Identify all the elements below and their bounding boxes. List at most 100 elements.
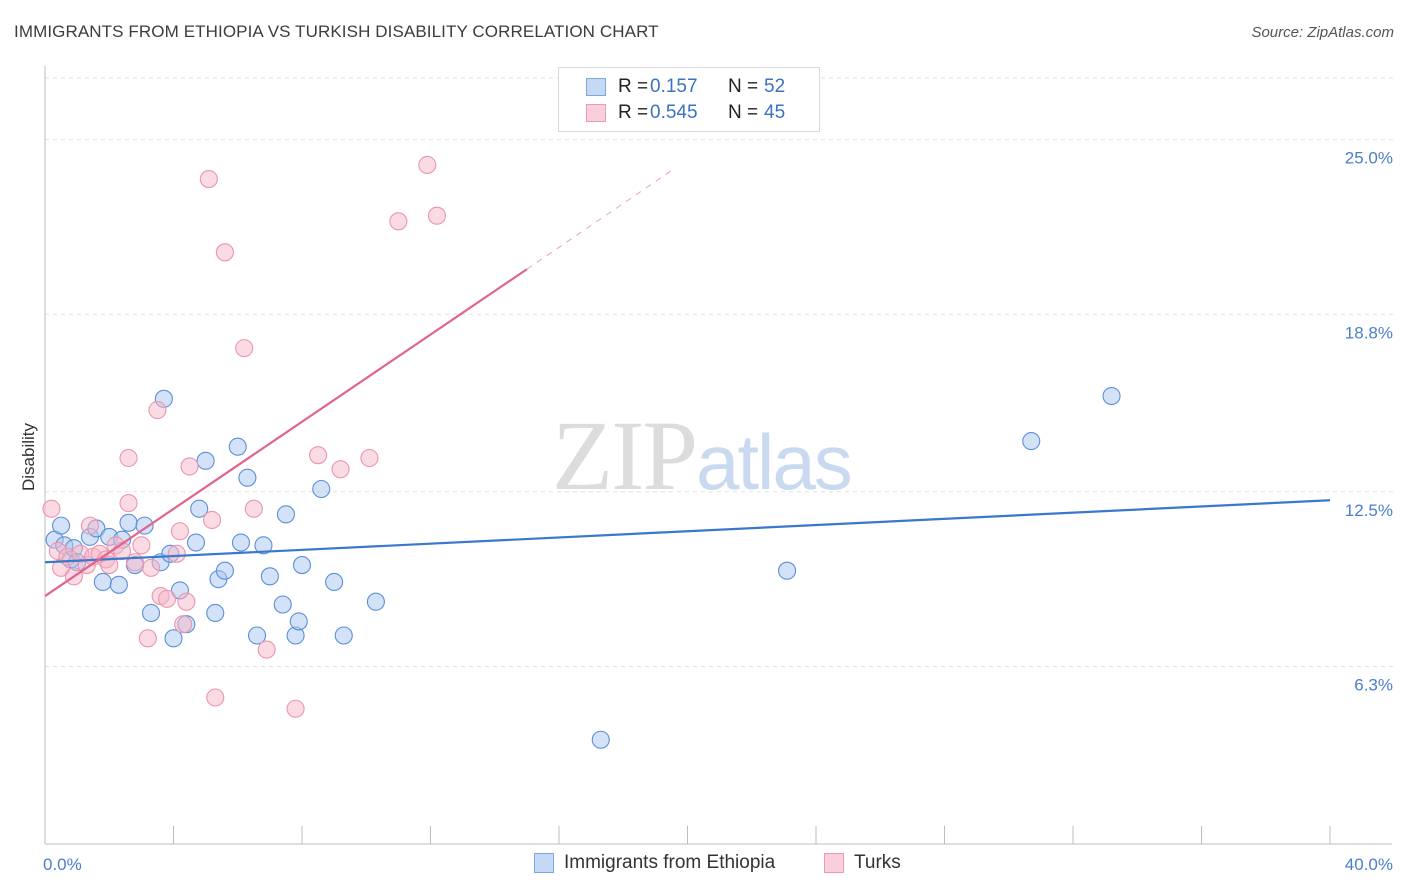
bottom-legend-turks: Turks	[824, 852, 901, 874]
legend-r-label: R =	[618, 102, 649, 123]
legend-swatch-turks	[586, 104, 606, 122]
data-point	[244, 499, 263, 518]
y-tick-label: 12.5%	[1345, 501, 1393, 520]
data-point	[52, 516, 71, 535]
data-point	[206, 603, 225, 623]
source-label: Source: ZipAtlas.com	[1251, 24, 1394, 41]
data-point	[170, 522, 189, 541]
data-point	[418, 155, 437, 175]
data-point	[119, 513, 138, 532]
legend-n-value: 52	[764, 76, 786, 97]
data-point	[309, 446, 328, 465]
data-point	[132, 536, 151, 555]
legend-n-label: N =	[728, 102, 759, 123]
bottom-legend-ethiopia-label: Immigrants from Ethiopia	[564, 852, 776, 873]
data-point	[186, 533, 206, 552]
legend-row-turks: R = 0.545 N = 45	[586, 101, 785, 125]
data-point	[42, 499, 61, 518]
data-point	[196, 451, 215, 470]
data-point	[164, 629, 183, 648]
series-turks	[42, 155, 446, 718]
data-point	[247, 626, 267, 645]
legend-swatch-ethiopia	[586, 78, 606, 96]
data-point	[215, 561, 234, 580]
data-point	[366, 592, 385, 611]
data-point	[141, 558, 161, 577]
x-tick-label: 0.0%	[43, 855, 82, 874]
data-point	[100, 556, 119, 575]
trend-line-extension	[526, 170, 672, 270]
legend-n-value: 45	[764, 102, 786, 123]
data-point	[174, 615, 193, 634]
data-point	[360, 448, 379, 468]
data-point	[289, 612, 308, 631]
data-point	[292, 556, 312, 575]
data-point	[93, 572, 112, 592]
data-point	[1022, 432, 1041, 451]
data-point	[260, 567, 279, 586]
data-point	[215, 243, 234, 262]
watermark: ZIPatlas	[552, 398, 853, 513]
data-point	[109, 575, 128, 594]
data-point	[325, 572, 344, 592]
legend-row-ethiopia: R = 0.157 N = 52	[586, 75, 785, 99]
trend-line	[44, 499, 1331, 564]
data-point	[257, 640, 276, 659]
data-point	[177, 592, 196, 611]
legend-n-label: N =	[728, 76, 759, 97]
data-point	[119, 494, 138, 513]
data-point	[254, 536, 273, 555]
data-point	[389, 212, 408, 231]
data-point	[180, 457, 199, 476]
bottom-swatch-ethiopia	[534, 853, 554, 873]
bottom-legend-turks-label: Turks	[854, 852, 901, 873]
correlation-legend: R = 0.157 N = 52 R = 0.545 N = 45	[558, 67, 820, 132]
bottom-swatch-turks	[824, 853, 844, 873]
data-point	[125, 553, 144, 572]
data-point	[331, 460, 350, 479]
data-points	[42, 155, 1121, 749]
legend-r-value: 0.157	[650, 76, 698, 97]
watermark-zip: ZIP	[552, 400, 698, 511]
data-point	[286, 699, 305, 718]
data-point	[148, 401, 167, 420]
y-tick-label: 6.3%	[1354, 675, 1393, 694]
data-point	[276, 505, 295, 524]
trend-lines	[44, 170, 1331, 597]
data-point	[273, 595, 292, 614]
data-point	[1102, 386, 1121, 406]
tick-labels: 6.3% 12.5% 18.8% 25.0% 0.0% 40.0%	[43, 149, 1393, 874]
y-axis-label: Disability	[19, 422, 38, 491]
data-point	[238, 468, 257, 487]
data-point	[199, 170, 218, 189]
data-point	[231, 533, 251, 552]
y-tick-label: 18.8%	[1345, 323, 1393, 342]
legend-r-value: 0.545	[650, 102, 698, 123]
data-point	[167, 544, 186, 563]
chart-title: IMMIGRANTS FROM ETHIOPIA VS TURKISH DISA…	[14, 22, 659, 41]
data-point	[203, 510, 222, 530]
data-point	[206, 688, 225, 707]
data-point	[334, 626, 353, 645]
data-point	[138, 629, 157, 648]
data-point	[235, 339, 254, 358]
trend-line	[44, 268, 528, 597]
data-point	[80, 516, 100, 535]
data-point	[190, 499, 209, 518]
data-point	[141, 603, 161, 623]
x-tick-label: 40.0%	[1345, 855, 1393, 874]
data-point	[312, 479, 331, 499]
bottom-legend-ethiopia: Immigrants from Ethiopia	[534, 852, 775, 874]
data-point	[778, 561, 797, 580]
data-point	[427, 206, 446, 225]
axes	[44, 66, 1392, 845]
gridlines	[45, 77, 1395, 667]
data-point	[591, 730, 610, 749]
data-point	[135, 516, 154, 535]
data-point	[158, 589, 177, 608]
data-point	[228, 437, 247, 456]
legend-r-label: R =	[618, 76, 649, 97]
y-tick-label: 25.0%	[1345, 149, 1393, 168]
data-point	[119, 448, 138, 468]
